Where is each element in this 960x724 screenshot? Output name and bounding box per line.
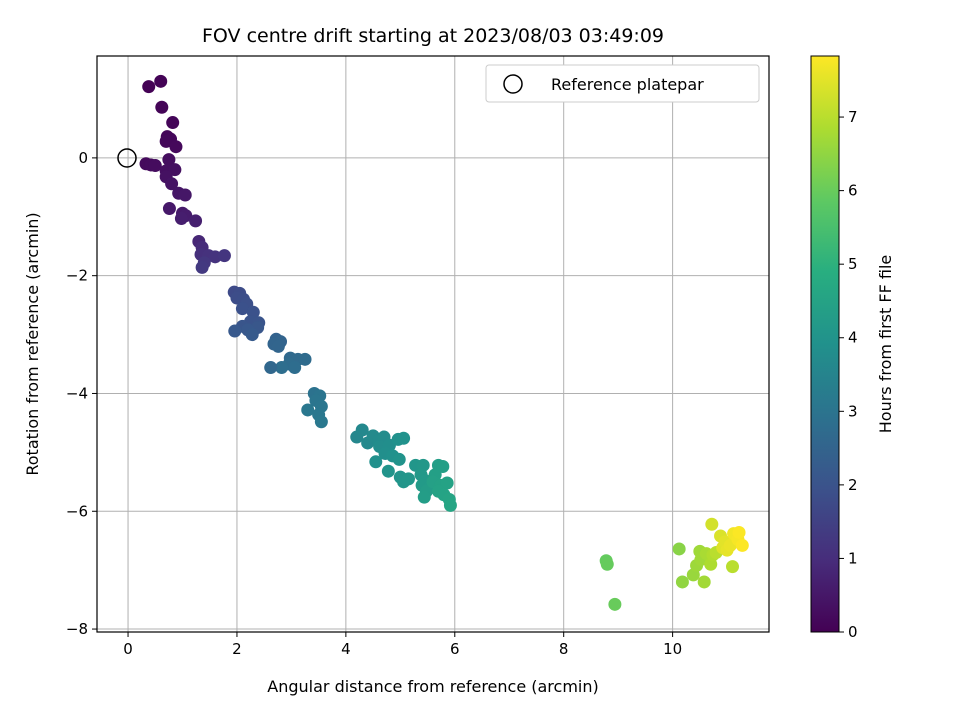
y-tick-label: −4 [66,384,88,402]
data-point [189,214,203,228]
x-tick-label: 10 [663,640,682,658]
data-point [355,423,369,437]
colorbar-tick-label: 2 [848,476,858,494]
data-point [726,560,740,574]
data-point [672,542,686,556]
y-tick-label: −2 [66,267,88,285]
data-point [735,538,749,552]
data-point [298,352,312,366]
grid-lines [97,56,769,632]
colorbar: 0 1 2 3 4 5 6 7 Hours from first FF file [810,55,895,641]
data-point [165,177,179,191]
colorbar-tick-label: 0 [848,623,858,641]
data-point [162,153,176,167]
data-point [178,188,192,202]
data-point [301,403,315,417]
y-tick-label: −8 [66,620,88,638]
data-point [600,557,614,571]
colorbar-tick-label: 1 [848,549,858,567]
data-point [166,116,180,130]
y-tick-label: −6 [66,502,88,520]
data-point [608,597,622,611]
colorbar-tick-label: 7 [848,108,858,126]
legend-reference-icon [503,74,523,94]
x-tick-label: 0 [123,640,133,658]
legend-box [485,64,760,103]
data-points [139,74,749,611]
data-point [154,74,168,88]
x-axis-ticks: 0 2 4 6 8 10 [123,632,682,658]
data-point [155,100,169,114]
data-point [235,302,249,316]
data-point [142,80,156,94]
x-tick-label: 6 [450,640,460,658]
data-point [381,464,395,478]
data-point [169,140,183,154]
y-axis-ticks: 0 −2 −4 −6 −8 [66,149,97,638]
data-point [217,249,231,263]
data-point [705,517,719,531]
data-point [174,212,188,226]
legend-label: Reference platepar [551,75,704,94]
chart-title: FOV centre drift starting at 2023/08/03 … [202,25,664,47]
data-point [159,134,173,148]
colorbar-ticks: 0 1 2 3 4 5 6 7 [839,108,858,641]
data-point [264,361,278,375]
x-axis-label: Angular distance from reference (arcmin) [267,677,598,696]
data-point [195,260,209,274]
data-point [392,452,406,466]
data-point [271,339,285,353]
data-point [443,498,457,512]
data-point [440,476,454,490]
data-point [369,455,383,469]
data-point [314,415,328,429]
reference-marker [117,148,137,168]
y-tick-label: 0 [78,149,88,167]
data-point [436,460,450,474]
y-axis-label: Rotation from reference (arcmin) [23,212,42,475]
data-point [732,525,746,539]
data-point [168,163,182,177]
colorbar-gradient [810,55,840,633]
data-point [288,361,302,375]
data-point [401,472,415,486]
data-point [397,431,411,445]
colorbar-label: Hours from first FF file [876,255,895,434]
x-tick-label: 8 [559,640,569,658]
plot-frame [96,55,770,633]
x-tick-label: 2 [232,640,242,658]
colorbar-tick-label: 5 [848,255,858,273]
legend: Reference platepar [485,64,760,103]
colorbar-tick-label: 4 [848,329,858,347]
data-point [675,575,689,589]
data-point [228,324,242,338]
data-point [148,159,162,173]
data-point [275,361,289,375]
data-point [162,202,176,216]
data-point [697,575,711,589]
colorbar-tick-label: 3 [848,402,858,420]
x-tick-label: 4 [341,640,351,658]
data-point [245,328,259,342]
colorbar-tick-label: 6 [848,182,858,200]
data-point [417,490,431,504]
